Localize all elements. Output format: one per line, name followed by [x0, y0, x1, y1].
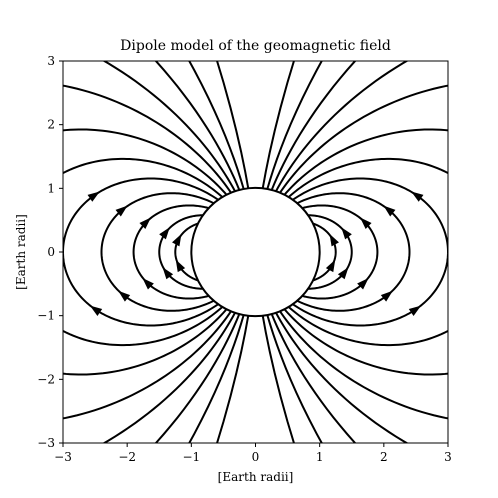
field-line-7-west	[63, 84, 233, 420]
x-tick-label: 0	[252, 450, 260, 464]
x-tick-label: 1	[316, 450, 324, 464]
field-arrow-4-1-0	[89, 305, 103, 316]
field-line-3-west	[100, 192, 216, 312]
earth-circle	[190, 186, 321, 318]
axis-ticks: −3−3 −2 −2 −1 −1 0 0 1 1 2 2 3 3	[37, 54, 452, 464]
field-arrow-0-0-0	[325, 259, 336, 273]
field-arrow-4-0-1	[411, 191, 424, 202]
field-line-4-west	[63, 177, 220, 327]
x-tick-label: −3	[54, 450, 72, 464]
field-line-1-west	[158, 214, 205, 290]
field-arrow-0-1-0	[175, 259, 186, 273]
field-arrow-2-1-1	[139, 217, 151, 229]
y-tick-label: −2	[37, 372, 55, 386]
y-tick-label: 0	[47, 245, 55, 259]
field-arrow-2-1-0	[142, 278, 154, 290]
field-line-6-east	[283, 128, 448, 376]
chart-title: Dipole model of the geomagnetic field	[120, 38, 391, 54]
field-arrow-4-1-1	[87, 191, 100, 202]
y-tick-label: −1	[37, 309, 55, 323]
y-tick-label: −3	[37, 436, 55, 450]
field-line-6-west	[63, 128, 228, 376]
field-line-5-east	[287, 157, 448, 347]
field-arrow-1-0-0	[337, 267, 349, 280]
field-arrow-1-1-0	[162, 267, 174, 280]
field-arrow-2-0-0	[357, 278, 369, 290]
y-tick-label: 3	[47, 54, 55, 68]
field-line-2-east	[301, 204, 379, 300]
arrows-group	[87, 191, 424, 316]
field-arrow-1-0-1	[341, 227, 352, 240]
field-arrow-4-0-0	[408, 305, 422, 316]
field-line-3-east	[295, 192, 411, 312]
field-arrow-2-0-1	[360, 217, 372, 229]
x-tick-label: 3	[444, 450, 452, 464]
field-line-2-west	[132, 204, 210, 300]
field-arrow-3-0-1	[383, 205, 396, 217]
field-arrow-3-1-1	[115, 205, 128, 217]
field-arrow-3-1-0	[118, 290, 131, 302]
y-axis-label: [Earth radii]	[14, 214, 28, 290]
y-tick-label: 1	[47, 181, 55, 195]
field-arrow-1-1-1	[159, 227, 170, 240]
field-line-0-west	[174, 222, 200, 282]
x-tick-label: −1	[182, 450, 200, 464]
y-tick-label: 2	[47, 118, 55, 132]
x-axis-label: [Earth radii]	[218, 470, 294, 484]
field-line-1-east	[306, 214, 353, 290]
field-arrow-3-0-0	[380, 290, 393, 302]
x-tick-label: 2	[380, 450, 388, 464]
field-arrow-0-1-1	[172, 233, 182, 247]
field-line-4-east	[291, 177, 448, 327]
field-line-5-west	[63, 157, 224, 347]
field-line-0-east	[311, 222, 337, 282]
x-tick-label: −2	[118, 450, 136, 464]
field-arrow-0-0-1	[329, 233, 339, 247]
field-line-7-east	[278, 84, 448, 420]
